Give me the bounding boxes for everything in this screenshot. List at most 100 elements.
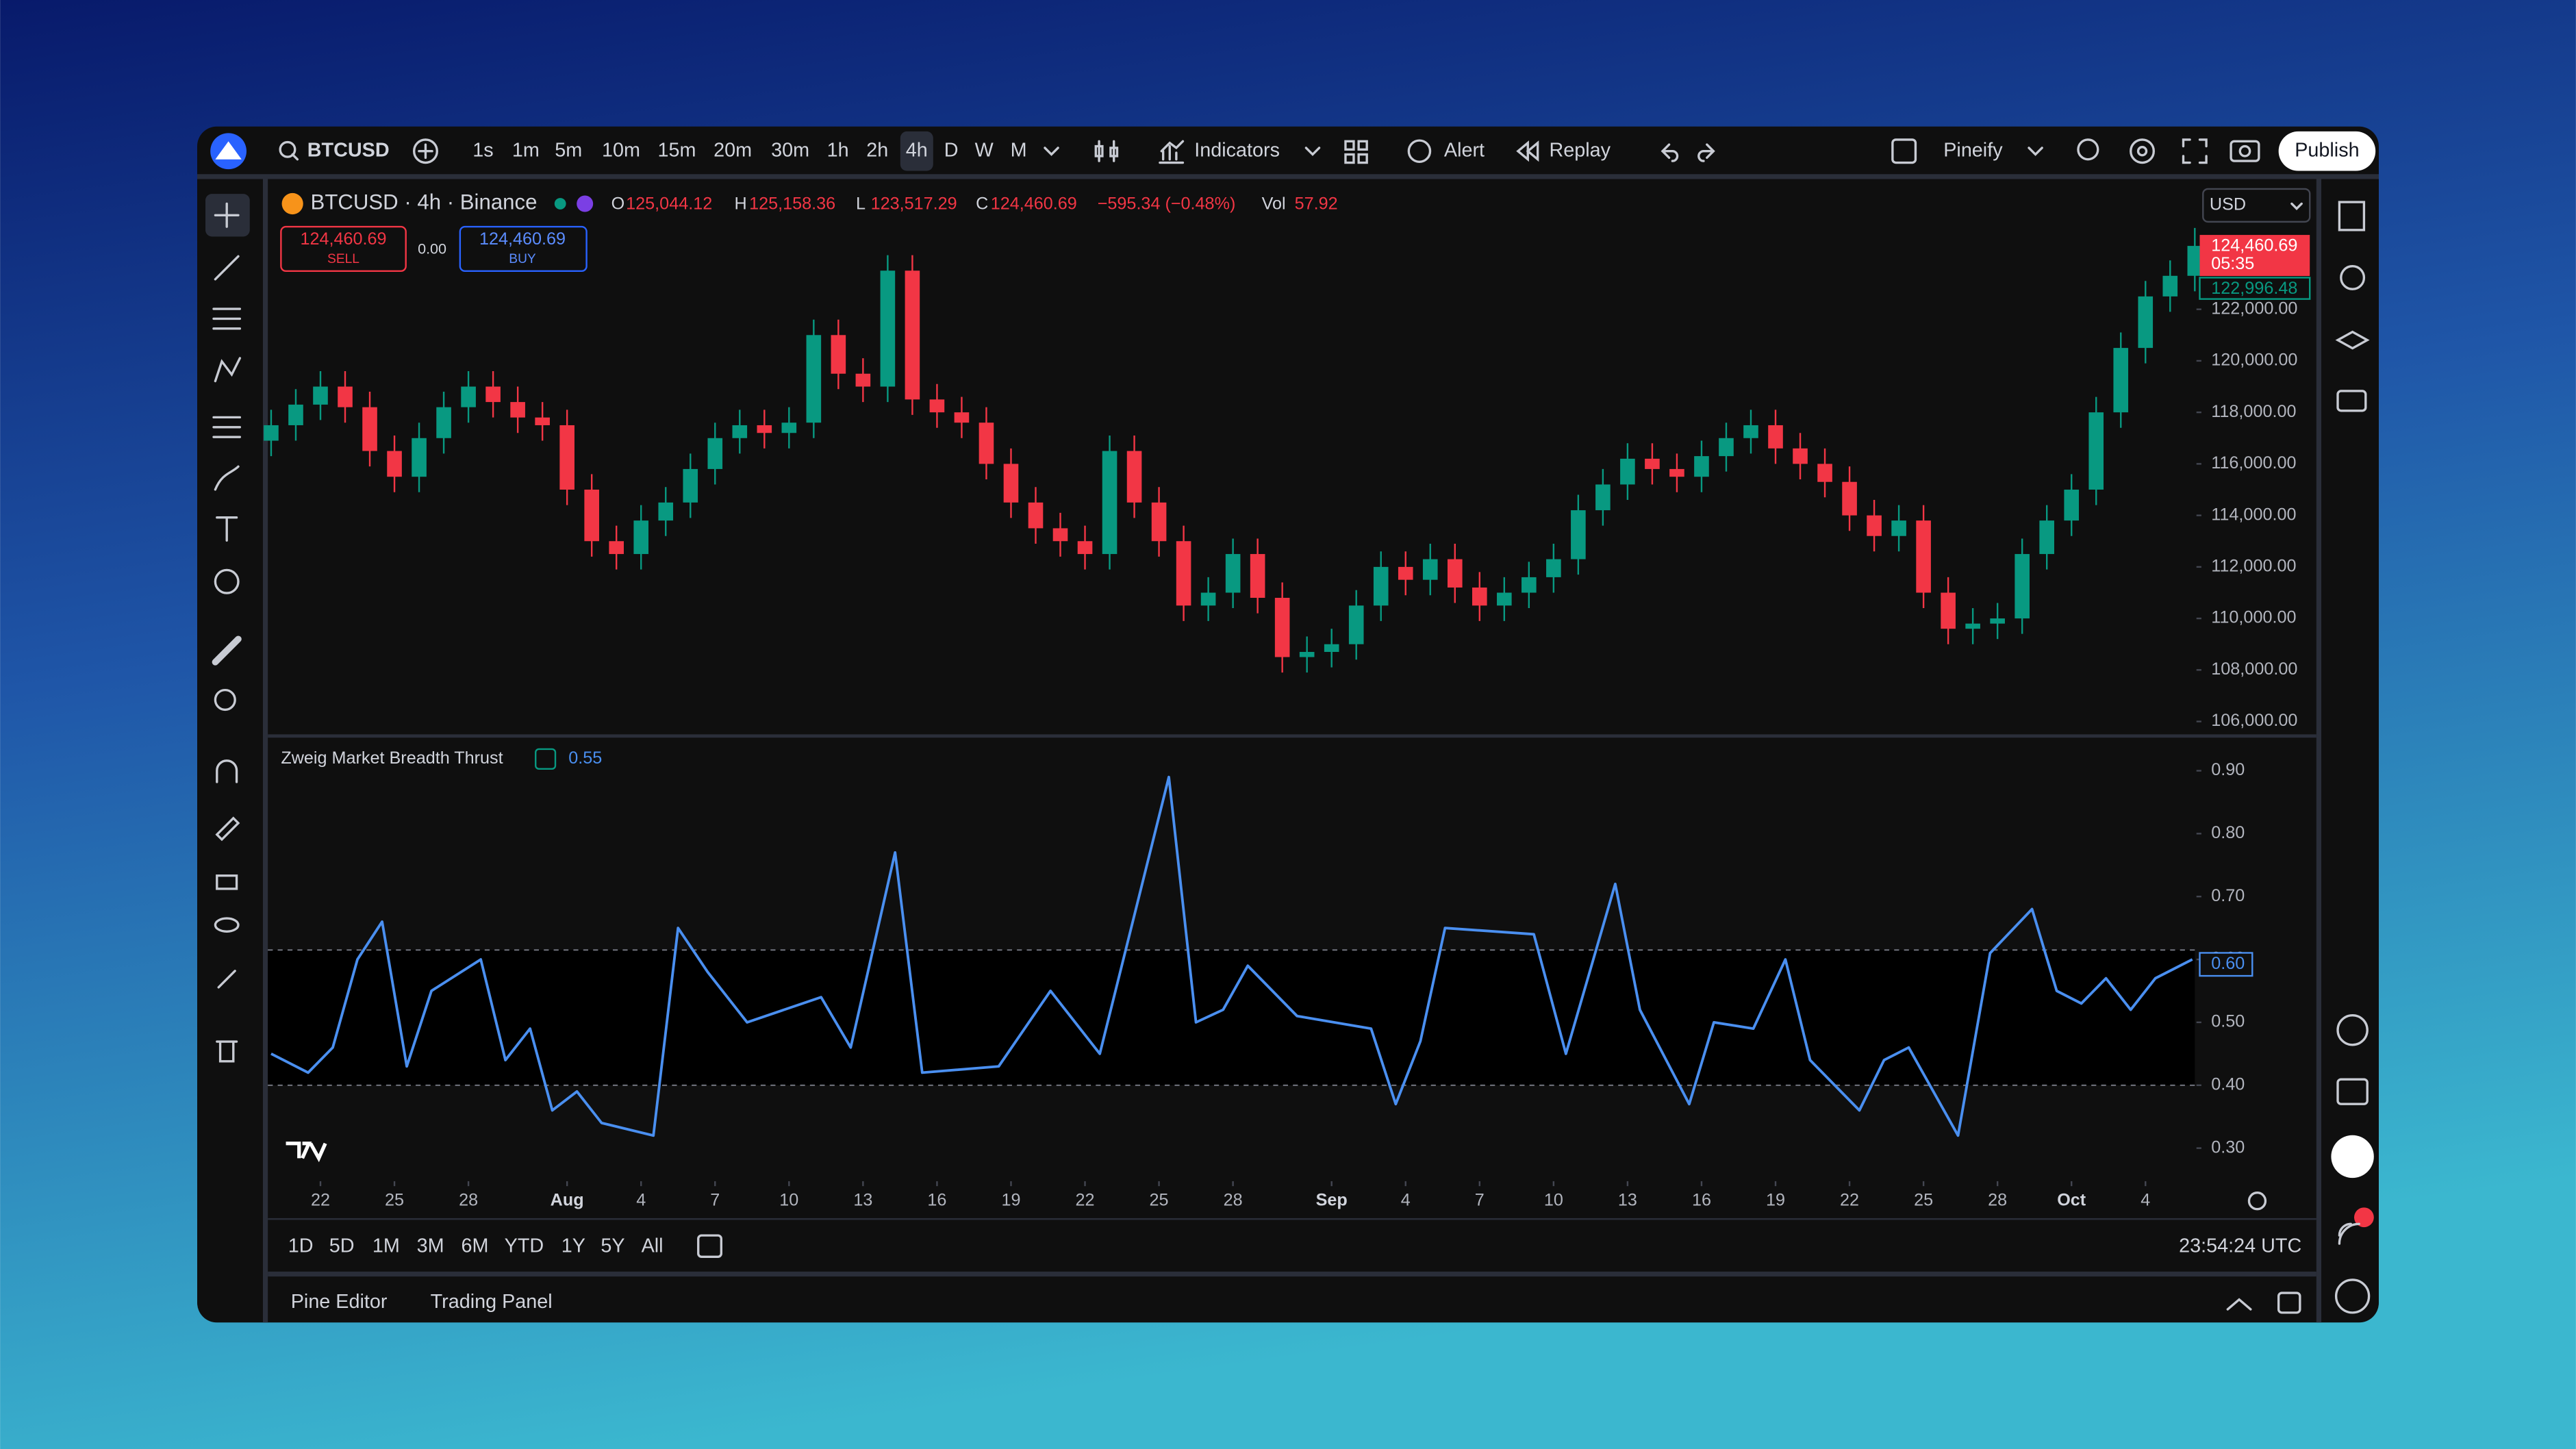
sell-button[interactable]	[280, 225, 407, 273]
candle-body	[1891, 520, 1906, 536]
chat[interactable]	[2336, 390, 2367, 412]
interval-button[interactable]: 5m	[555, 139, 582, 161]
watchlist[interactable]	[2338, 201, 2366, 231]
collapse-panel[interactable]	[2226, 1298, 2252, 1311]
candle-body	[757, 425, 772, 433]
range-button[interactable]: 1D	[288, 1235, 314, 1257]
interval-button[interactable]: 30m	[771, 139, 809, 161]
legend-title: BTCUSD · 4h · Binance	[311, 190, 538, 214]
emoji-tool[interactable]	[214, 568, 240, 594]
hide-tool[interactable]	[214, 917, 240, 933]
candle-body	[1200, 592, 1216, 606]
candle-body	[1274, 598, 1290, 657]
ohlc-label: C	[976, 194, 988, 213]
apps-button[interactable]	[2331, 1135, 2374, 1179]
magnet-tool[interactable]	[216, 759, 238, 783]
candle-body	[535, 417, 550, 425]
templates-icon[interactable]	[1344, 140, 1368, 164]
spread: 0.00	[418, 240, 446, 257]
currency-select[interactable]	[2202, 188, 2311, 223]
range-button[interactable]: 5Y	[601, 1235, 624, 1257]
range-button[interactable]: 1M	[372, 1235, 400, 1257]
interval-button[interactable]: D	[944, 139, 959, 161]
indicator-source-icon[interactable]	[535, 748, 557, 770]
layout-dropdown[interactable]	[2028, 147, 2043, 156]
interval-button[interactable]: 1m	[512, 139, 540, 161]
undo[interactable]	[1660, 143, 1679, 162]
range-button[interactable]: 6M	[461, 1235, 488, 1257]
indicators-dropdown[interactable]	[1304, 147, 1321, 156]
layout-icon[interactable]	[1891, 138, 1917, 164]
chart-style-icon[interactable]	[1094, 140, 1119, 162]
help-icon[interactable]	[2334, 1278, 2371, 1314]
add-symbol[interactable]	[413, 138, 438, 164]
replay-button[interactable]: Replay	[1549, 139, 1611, 161]
lock-tool[interactable]	[216, 874, 238, 890]
ohlc-label: O	[611, 194, 625, 213]
publish-button[interactable]: Publish	[2295, 139, 2359, 161]
date-range-icon[interactable]	[697, 1234, 722, 1258]
interval-button[interactable]: 4h	[906, 139, 928, 161]
currency: USD	[2210, 195, 2246, 214]
ohlc-value: 125,044.12	[626, 194, 712, 213]
time-tick-label: 28	[1988, 1190, 2007, 1209]
interval-button[interactable]: 10m	[602, 139, 640, 161]
interval-button[interactable]: 2h	[866, 139, 888, 161]
crosshair-tool[interactable]	[214, 202, 240, 228]
range-button[interactable]: 5D	[329, 1235, 355, 1257]
time-tick-label: Sep	[1316, 1190, 1348, 1209]
drawing-mode[interactable]	[215, 816, 240, 842]
prediction-tool[interactable]	[212, 416, 242, 438]
axis-settings[interactable]	[2247, 1192, 2267, 1211]
buy-button[interactable]	[459, 225, 588, 273]
candle-body	[1497, 592, 1512, 606]
range-button[interactable]: 3M	[417, 1235, 444, 1257]
settings[interactable]	[2130, 138, 2156, 164]
range-button[interactable]: 1Y	[561, 1235, 585, 1257]
price-tick-label: 116,000.00	[2211, 453, 2296, 473]
object-tree[interactable]	[2335, 330, 2370, 350]
interval-button[interactable]: W	[975, 139, 994, 161]
interval-button[interactable]: 1s	[472, 139, 493, 161]
quick-search[interactable]	[2077, 138, 2099, 161]
interval-dropdown[interactable]	[1044, 147, 1059, 156]
text-tool[interactable]	[216, 516, 238, 542]
fib-tool[interactable]	[212, 307, 242, 330]
candle-body	[1151, 502, 1167, 542]
calendar-icon[interactable]	[2336, 1078, 2369, 1105]
interval-button[interactable]: 15m	[658, 139, 696, 161]
interval-button[interactable]: 1h	[827, 139, 849, 161]
layout-name[interactable]: Pineify	[1943, 139, 2003, 161]
candle-body	[1916, 520, 1931, 593]
candle-body	[1398, 566, 1413, 580]
candle-body	[1225, 554, 1241, 593]
range-button[interactable]: YTD	[505, 1235, 544, 1257]
target-icon[interactable]	[2336, 1013, 2369, 1046]
zoom-tool[interactable]	[214, 688, 236, 711]
publish-bg[interactable]	[2278, 131, 2376, 171]
feed-icon[interactable]	[2338, 1222, 2360, 1245]
delete-tool[interactable]	[216, 1040, 238, 1063]
ruler-tool[interactable]	[212, 635, 242, 666]
pattern-tool[interactable]	[214, 357, 242, 383]
interval-button[interactable]: 20m	[714, 139, 752, 161]
interval-button[interactable]: M	[1011, 139, 1027, 161]
brush-tool[interactable]	[214, 465, 240, 491]
maximize-panel[interactable]	[2277, 1292, 2301, 1314]
range-button[interactable]: All	[642, 1235, 664, 1257]
alert-button[interactable]: Alert	[1444, 139, 1485, 161]
pine-editor-tab[interactable]: Pine Editor	[291, 1291, 388, 1313]
candle-body	[1595, 484, 1611, 511]
link-tool[interactable]	[217, 970, 236, 989]
redo[interactable]	[1697, 143, 1715, 162]
alerts-panel[interactable]	[2340, 264, 2366, 290]
candle-body	[609, 541, 624, 555]
fullscreen[interactable]	[2182, 138, 2208, 164]
symbol[interactable]: BTCUSD	[307, 139, 390, 161]
candle-body	[2015, 554, 2030, 619]
price-tick-label: 108,000.00	[2211, 659, 2297, 679]
indicators-button[interactable]: Indicators	[1194, 139, 1280, 161]
trendline-tool[interactable]	[214, 255, 240, 281]
snapshot[interactable]	[2230, 140, 2260, 162]
trading-panel-tab[interactable]: Trading Panel	[431, 1291, 553, 1313]
